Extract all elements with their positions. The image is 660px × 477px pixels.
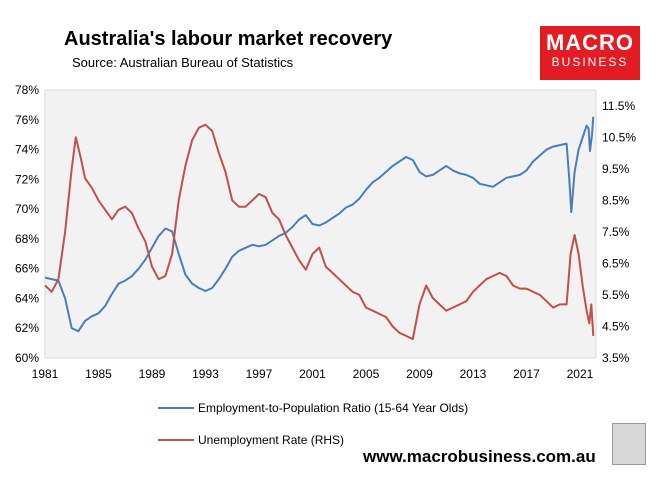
wolf-logo-icon (612, 423, 646, 465)
y-left-tick-label: 72% (15, 172, 39, 186)
legend: Employment-to-Population Ratio (15-64 Ye… (158, 400, 468, 464)
y-left-tick-label: 74% (15, 143, 39, 157)
legend-swatch-employment (158, 407, 194, 409)
y-right-tick-label: 10.5% (602, 130, 636, 144)
macro-business-logo: MACRO BUSINESS (540, 26, 640, 80)
legend-swatch-unemployment (158, 439, 194, 441)
legend-label-employment: Employment-to-Population Ratio (15-64 Ye… (198, 401, 469, 415)
series-lines (44, 116, 595, 341)
x-tick-label: 2021 (567, 367, 594, 381)
x-tick-label: 1985 (85, 367, 112, 381)
y-right-tick-label: 6.5% (602, 256, 630, 270)
legend-label-unemployment: Unemployment Rate (RHS) (198, 433, 345, 447)
y-left-tick-label: 60% (15, 351, 39, 365)
y-left-tick-label: 76% (15, 113, 39, 127)
y-left-tick-label: 62% (15, 321, 39, 335)
y-right-tick-label: 3.5% (602, 351, 630, 365)
y-left-axis: 60% 62% 64% 66% 68% 70% 72% 74% 76% 78% (15, 83, 39, 365)
legend-item-employment: Employment-to-Population Ratio (15-64 Ye… (158, 400, 468, 416)
line-chart: 60% 62% 64% 66% 68% 70% 72% 74% 76% 78% 3.5% 4.5% 5… (15, 83, 636, 381)
employment-series-line (44, 116, 595, 333)
x-tick-label: 1993 (192, 367, 219, 381)
y-left-tick-label: 70% (15, 202, 39, 216)
x-tick-label: 2005 (353, 367, 380, 381)
page-title: Australia's labour market recovery (64, 28, 393, 50)
y-left-tick-label: 66% (15, 262, 39, 276)
y-left-tick-label: 64% (15, 291, 39, 305)
y-right-tick-label: 11.5% (602, 99, 635, 113)
y-left-tick-label: 68% (15, 232, 39, 246)
website-url[interactable]: www.macrobusiness.com.au (363, 447, 596, 466)
x-tick-label: 1981 (32, 367, 59, 381)
y-right-axis: 3.5% 4.5% 5.5% 6.5% 7.5% 8.5% 9.5% 10.5% 11.5% (602, 99, 636, 365)
x-tick-label: 1997 (246, 367, 273, 381)
source-subtitle: Source: Australian Bureau of Statistics (72, 55, 294, 70)
legend-item-unemployment: Unemployment Rate (RHS) (158, 432, 468, 448)
y-right-tick-label: 9.5% (602, 162, 630, 176)
y-right-tick-label: 8.5% (602, 193, 630, 207)
x-tick-label: 1989 (139, 367, 166, 381)
x-tick-label: 2001 (299, 367, 326, 381)
y-left-tick-label: 78% (15, 83, 39, 97)
x-tick-label: 2009 (406, 367, 433, 381)
y-right-tick-label: 7.5% (602, 225, 630, 239)
unemployment-series-line (44, 123, 595, 341)
logo-line-2: BUSINESS (551, 55, 629, 69)
x-tick-label: 2013 (460, 367, 487, 381)
y-right-tick-label: 4.5% (602, 319, 630, 333)
x-tick-label: 2017 (513, 367, 540, 381)
y-right-tick-label: 5.5% (602, 288, 630, 302)
x-axis: 1981 1985 1989 1993 1997 2001 2005 2009 2013 2017… (32, 367, 594, 381)
logo-line-1: MACRO (545, 30, 635, 55)
